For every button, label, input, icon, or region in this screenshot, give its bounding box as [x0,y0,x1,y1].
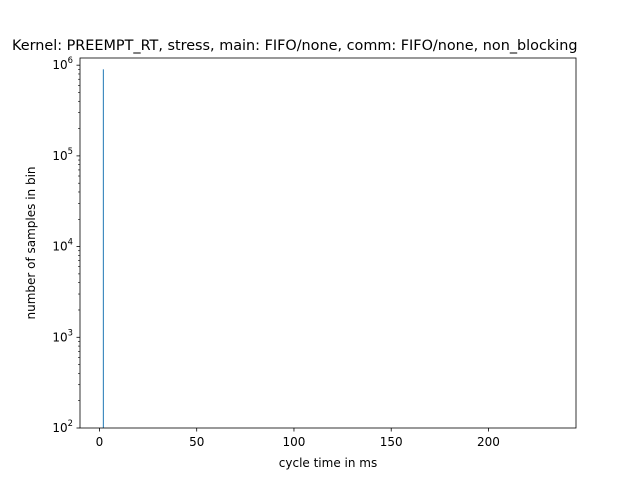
y-tick-label: 103 [52,327,73,344]
x-tick-label: 50 [189,435,204,449]
x-axis-ticks: 0 50 100 150 200 [96,428,500,449]
x-tick-label: 200 [477,435,500,449]
y-tick-label: 105 [52,146,73,163]
x-tick-label: 0 [96,435,104,449]
x-tick-label: 150 [380,435,403,449]
x-axis-label: cycle time in ms [279,456,377,470]
y-tick-label: 102 [52,418,73,435]
y-tick-label: 106 [52,55,73,72]
bars-group [102,69,104,428]
y-axis-ticks: 102 103 104 105 106 [52,55,80,435]
chart-title: Kernel: PREEMPT_RT, stress, main: FIFO/n… [12,38,577,54]
plot-frame [79,57,577,429]
y-tick-label: 104 [52,237,73,254]
x-tick-label: 100 [283,435,306,449]
histogram-bar-0 [102,69,104,428]
y-axis-label: number of samples in bin [24,166,38,319]
